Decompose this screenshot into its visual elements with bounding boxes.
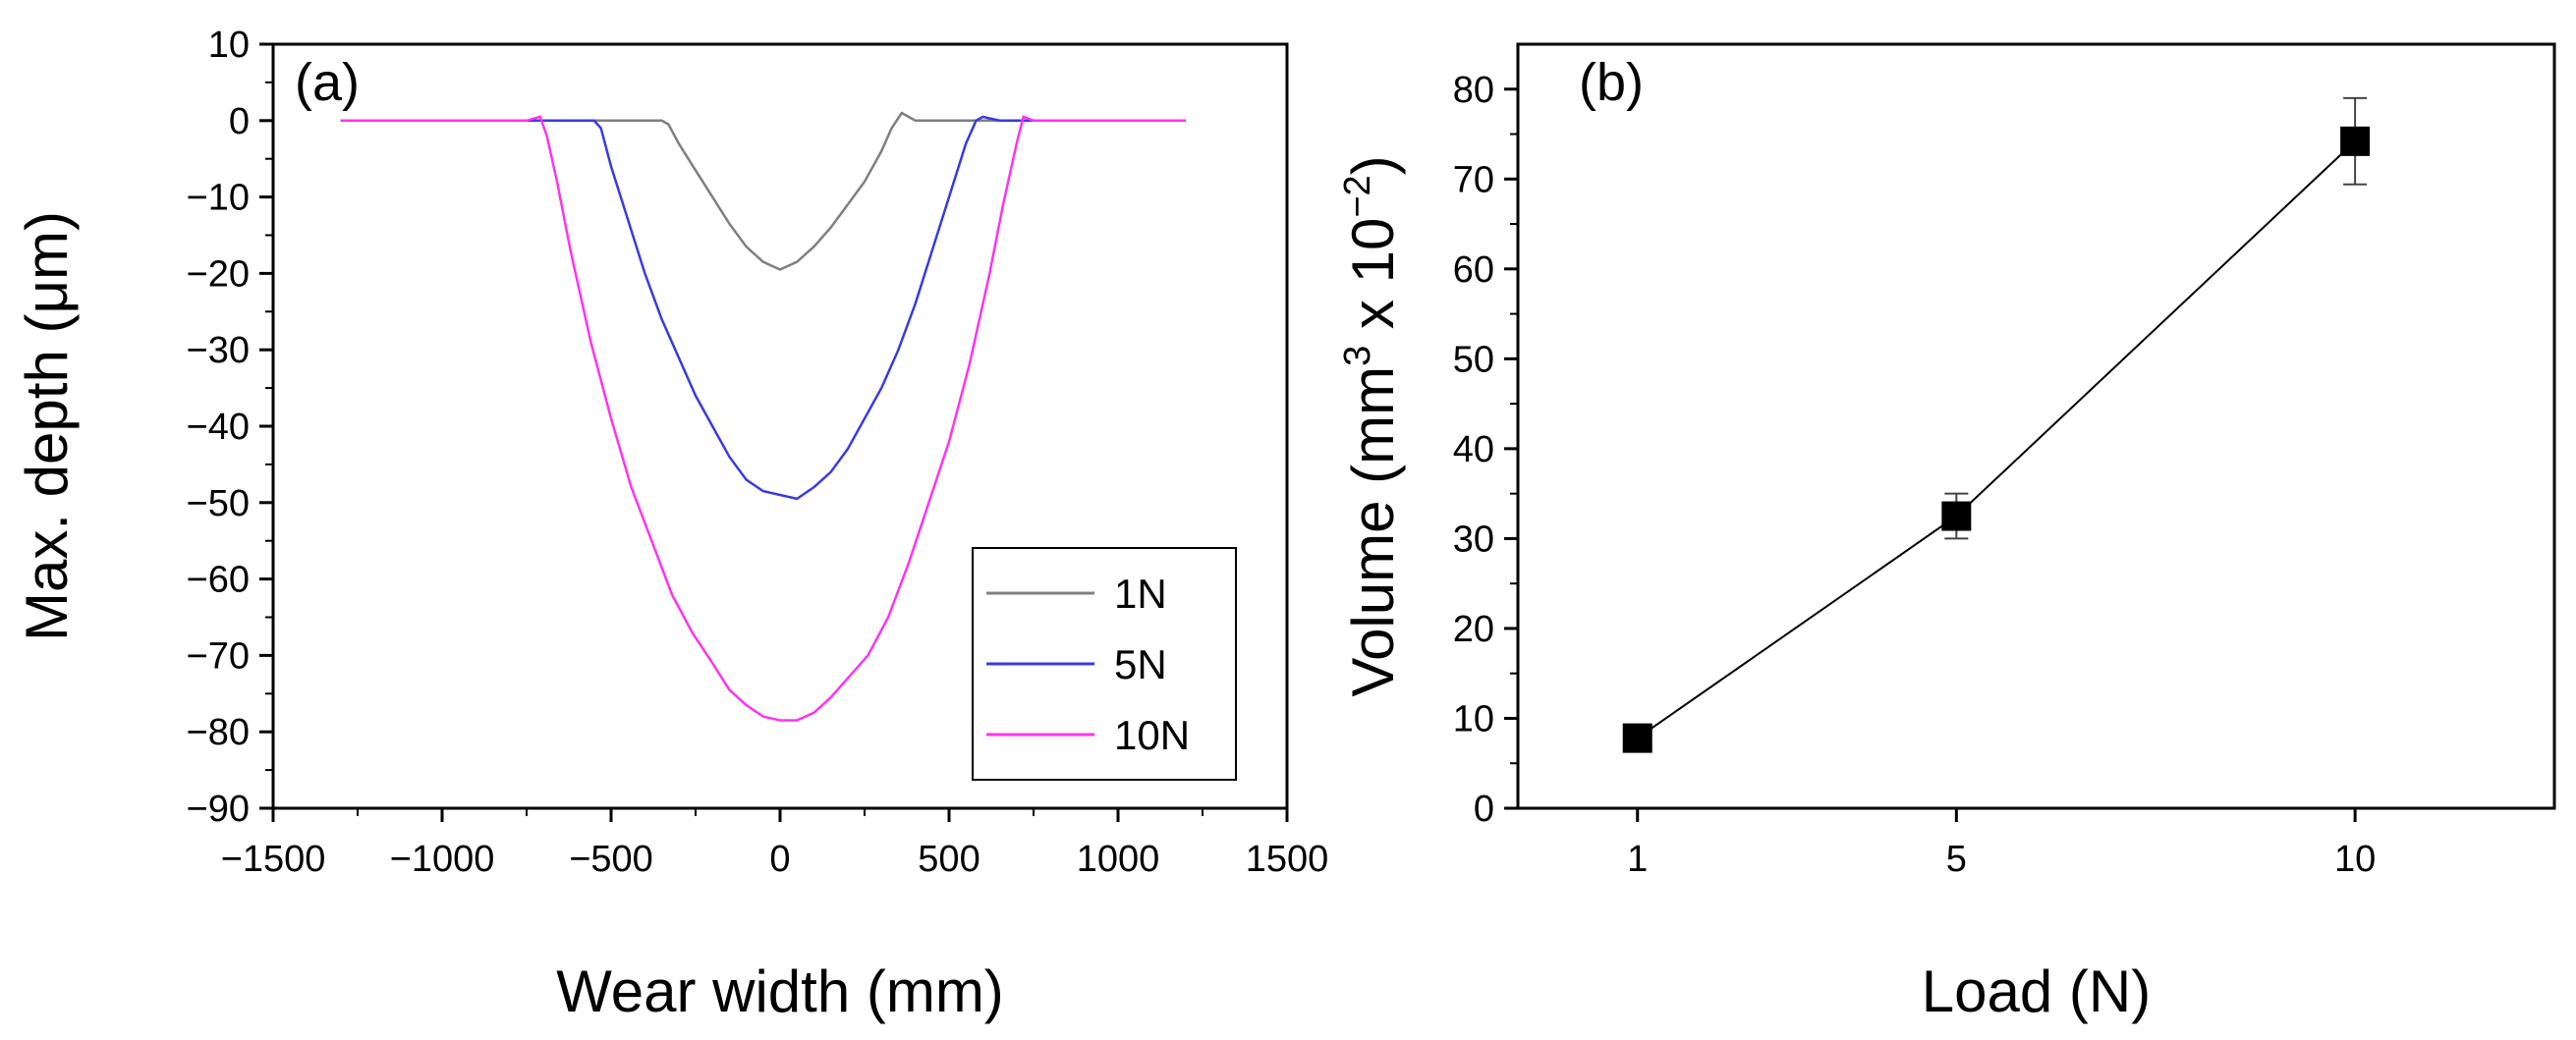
series-line-5N bbox=[340, 115, 1186, 501]
panel-b-label: (b) bbox=[1579, 53, 1644, 112]
panel-b-y-axis-title: Volume (mm3 x 10−2) bbox=[1337, 155, 1406, 696]
panel-b-ylabel-sup2: −2 bbox=[1337, 175, 1378, 217]
legend-label-10N: 10N bbox=[1114, 712, 1190, 758]
panel-b-plot-frame bbox=[1516, 42, 2556, 810]
legend-label-5N: 5N bbox=[1114, 641, 1167, 687]
panel-a-x-tick-label: 500 bbox=[918, 839, 980, 880]
data-point-10N bbox=[2340, 126, 2371, 156]
panel-b-y-tick-label: 40 bbox=[1453, 429, 1494, 470]
legend-label-1N: 1N bbox=[1114, 571, 1167, 617]
panel-a-y-tick-label: −50 bbox=[187, 483, 250, 524]
panel-b-y-tick-label: 70 bbox=[1453, 159, 1494, 200]
panel-a-y-tick-label: −90 bbox=[187, 789, 250, 830]
panel-a-legend: 1N 5N 10N bbox=[972, 547, 1237, 781]
panel-a-x-axis-title: Wear width (mm) bbox=[556, 958, 1004, 1024]
panel-a-y-tick-label: −70 bbox=[187, 635, 250, 677]
panel-a-y-tick-label: −40 bbox=[187, 407, 250, 448]
panel-b-x-tick-label: 1 bbox=[1627, 839, 1648, 880]
volume-line bbox=[1637, 140, 2356, 739]
panel-b-y-tick-label: 0 bbox=[1474, 789, 1494, 830]
panel-b-x-tick-label: 10 bbox=[2334, 839, 2376, 880]
panel-a-y-tick-label: 0 bbox=[229, 101, 250, 142]
panel-b-chart: 1 5 10 0 10 20 30 40 50 60 70 80 (b) Load (N) Volum… bbox=[1337, 42, 2556, 1024]
panel-a-y-tick-label: −10 bbox=[187, 178, 250, 219]
panel-a-x-tick-label: 1500 bbox=[1246, 839, 1329, 880]
panel-b-y-tick-label: 50 bbox=[1453, 339, 1494, 380]
panel-a-y-tick-label: −60 bbox=[187, 560, 250, 601]
panel-b-ylabel-sup1: 3 bbox=[1337, 346, 1378, 366]
panel-b-y-tick-label: 20 bbox=[1453, 609, 1494, 650]
panel-a-x-tick-label: 1000 bbox=[1077, 839, 1160, 880]
panel-a-x-tick-label: −1000 bbox=[390, 839, 495, 880]
panel-b-x-axis-title: Load (N) bbox=[1922, 958, 2151, 1024]
panel-b-y-tick-label: 60 bbox=[1453, 249, 1494, 291]
panel-a-x-tick-label: 0 bbox=[769, 839, 790, 880]
panel-a-label: (a) bbox=[295, 53, 360, 112]
panel-b-x-tick-label: 5 bbox=[1946, 839, 1967, 880]
data-point-5N bbox=[1941, 501, 1972, 531]
panel-b-ylabel-prefix: Volume (mm bbox=[1340, 366, 1406, 697]
panel-a-chart: −1500 −1000 −500 0 500 1000 1500 10 0 −10 −20 −30 −4… bbox=[14, 25, 1328, 1024]
panel-a-x-tick-label: −500 bbox=[569, 839, 653, 880]
panel-b-y-tick-label: 80 bbox=[1453, 70, 1494, 111]
panel-a-y-axis-title: Max. depth (μm) bbox=[14, 211, 80, 641]
panel-a-y-tick-label: 10 bbox=[208, 25, 250, 66]
panel-a-y-tick-label: −80 bbox=[187, 712, 250, 753]
series-line-10N bbox=[340, 115, 1186, 722]
panel-b-ylabel-middle: x 10 bbox=[1340, 218, 1406, 346]
panel-b-y-tick-label: 10 bbox=[1453, 698, 1494, 739]
panel-a-y-tick-label: −20 bbox=[187, 253, 250, 295]
panel-b-y-tick-label: 30 bbox=[1453, 519, 1494, 560]
panel-b-ylabel-suffix: ) bbox=[1340, 155, 1406, 175]
series-line-1N bbox=[340, 111, 1186, 271]
data-point-1N bbox=[1622, 723, 1652, 753]
panel-a-y-tick-label: −30 bbox=[187, 330, 250, 371]
panel-a-x-tick-label: −1500 bbox=[221, 839, 326, 880]
